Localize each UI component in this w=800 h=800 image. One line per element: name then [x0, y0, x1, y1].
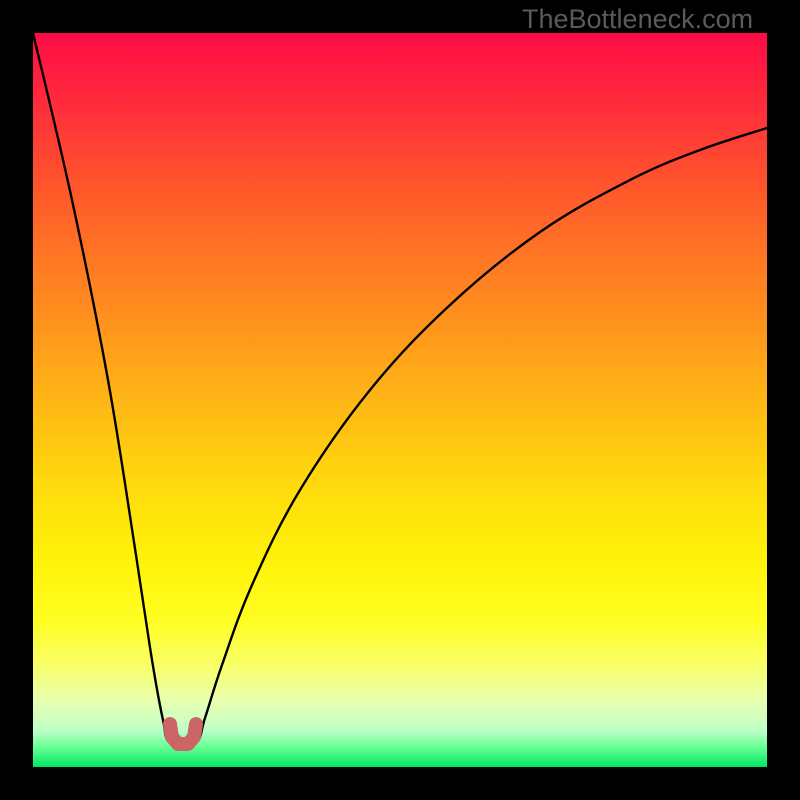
plot-area [33, 33, 767, 767]
watermark-text: TheBottleneck.com [522, 4, 753, 35]
bottleneck-curve [33, 33, 767, 745]
notch-marker [170, 724, 196, 744]
curve-layer [33, 33, 767, 767]
chart-container: TheBottleneck.com [0, 0, 800, 800]
